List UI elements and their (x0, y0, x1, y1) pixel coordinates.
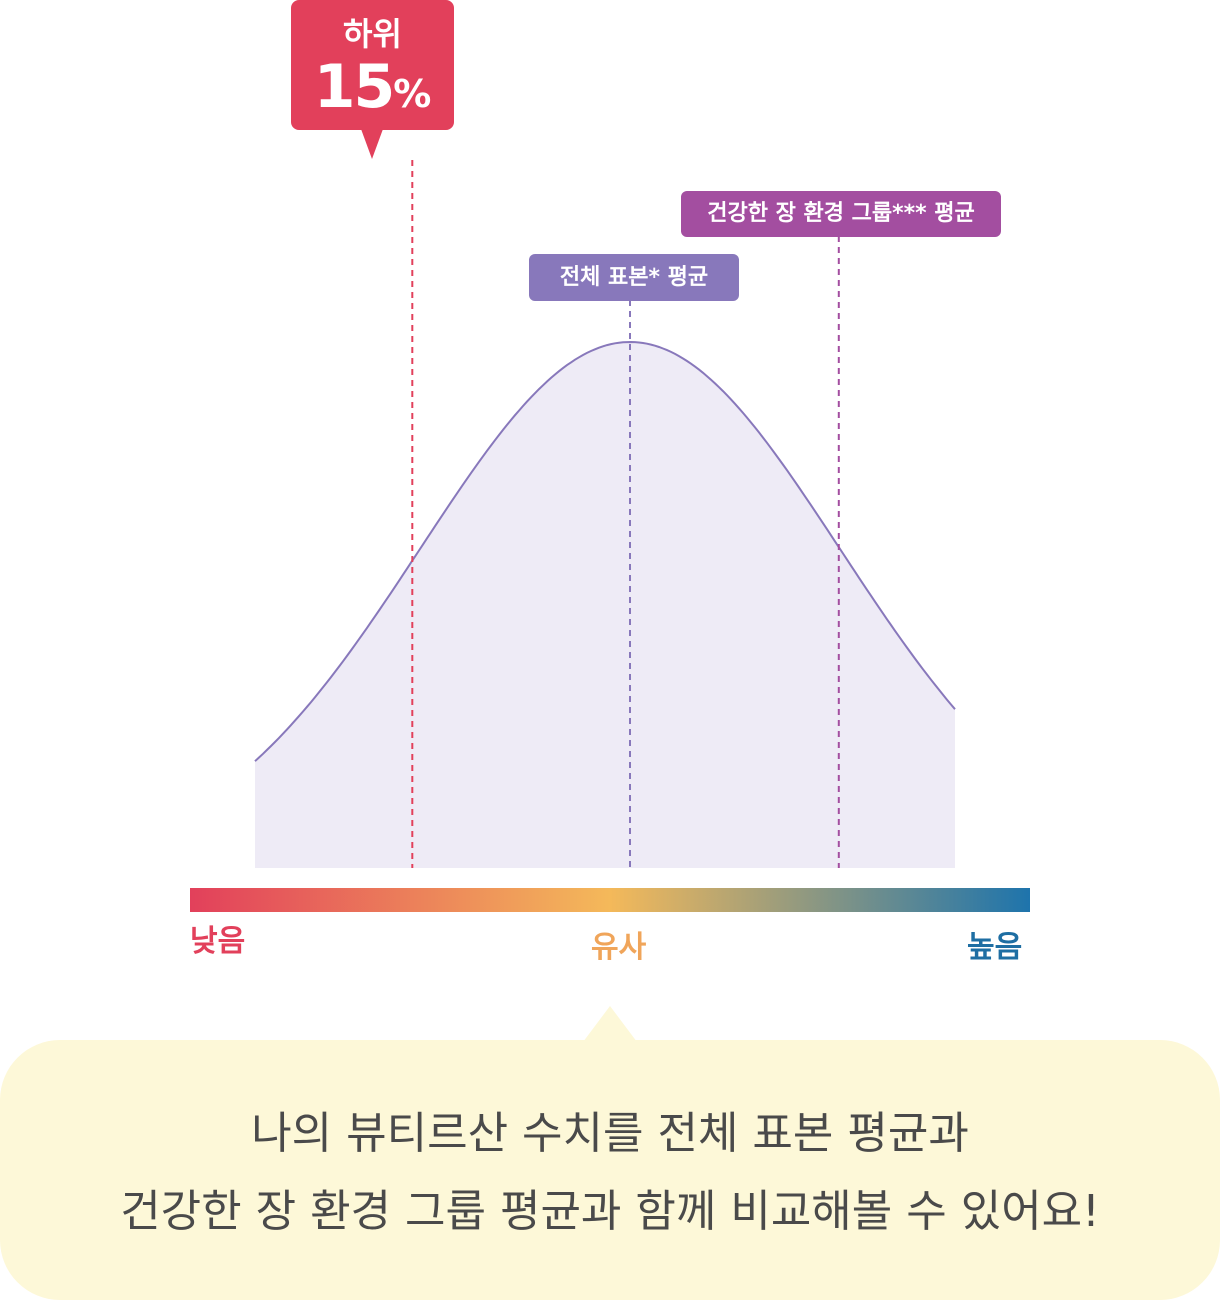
scale-label-low: 낮음 (190, 924, 246, 959)
message-line-1: 나의 뷰티르산 수치를 전체 표본 평균과 (251, 1108, 969, 1159)
gradient-scale-bar (190, 888, 1030, 912)
distribution-area (255, 342, 955, 868)
user-percentile-value: 15% (313, 52, 432, 122)
user-percentile-label: 하위 (343, 15, 402, 53)
message-line-2: 건강한 장 환경 그룹 평균과 함께 비교해볼 수 있어요! (120, 1186, 1100, 1237)
message-bubble-pointer (583, 1006, 637, 1042)
scale-label-middle: 유사 (591, 930, 647, 965)
user-percentile-callout: 하위 15% (291, 0, 454, 130)
distribution-chart (190, 160, 1030, 912)
overall-average-tag: 전체 표본* 평균 (529, 254, 739, 301)
message-bubble (0, 1040, 1220, 1300)
user-callout-pointer (361, 129, 383, 159)
scale-label-high: 높음 (967, 930, 1023, 965)
healthy-group-average-tag: 건강한 장 환경 그룹*** 평균 (681, 191, 1001, 237)
message-text: 나의 뷰티르산 수치를 전체 표본 평균과 건강한 장 환경 그룹 평균과 함께… (0, 1095, 1220, 1251)
